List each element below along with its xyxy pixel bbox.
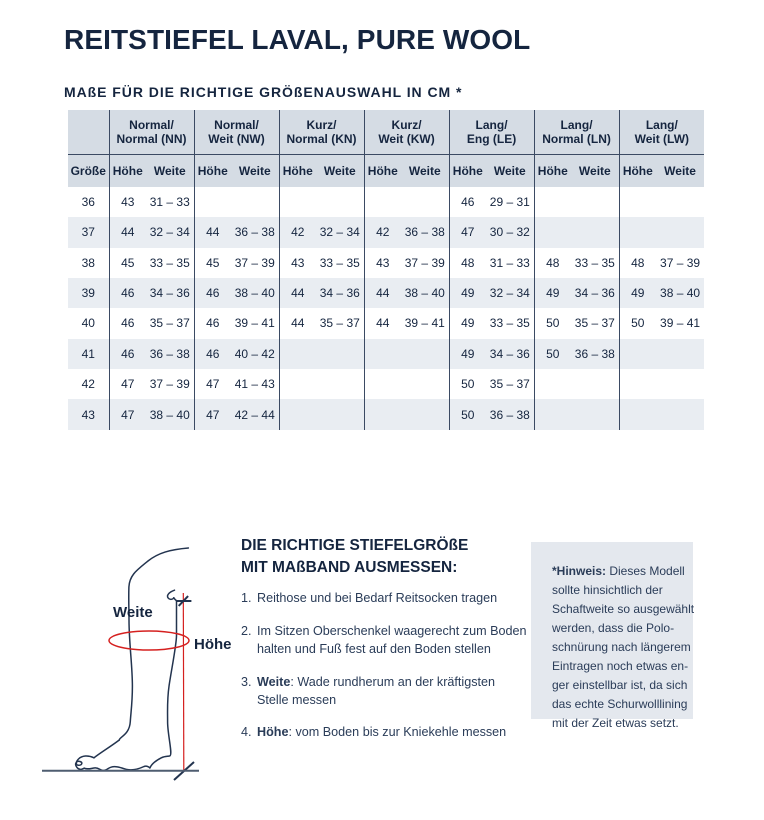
svg-text:Weite: Weite bbox=[113, 604, 153, 621]
svg-text:Höhe: Höhe bbox=[194, 636, 232, 653]
